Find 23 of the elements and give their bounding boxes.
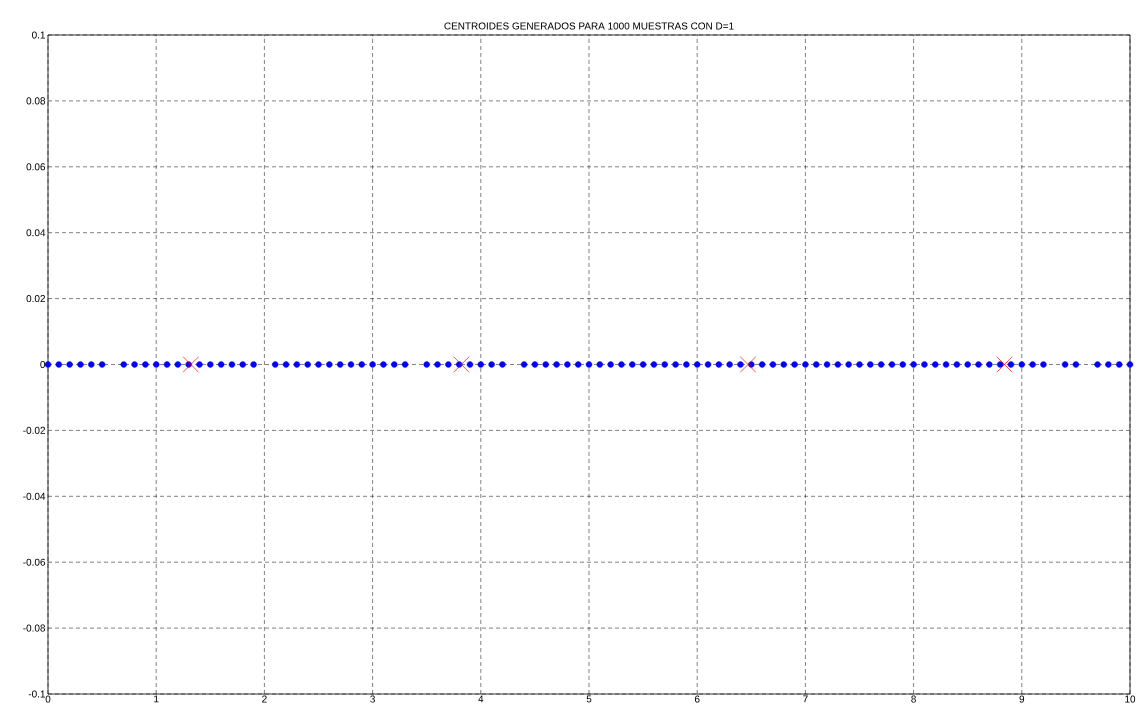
x-tick-label: 6	[694, 695, 700, 703]
y-tick-label: -0.1	[28, 690, 45, 698]
x-tick-label: 3	[370, 695, 375, 703]
y-tick-label: -0.06	[23, 558, 46, 566]
y-tick-label: -0.08	[23, 624, 46, 632]
x-tick-label: 5	[586, 695, 592, 703]
x-tick-label: 7	[803, 695, 808, 703]
y-tick-label: -0.04	[23, 492, 46, 500]
y-tick-label: -0.02	[23, 426, 45, 434]
y-tick-label: 0.04	[26, 229, 46, 237]
chart-title: CENTROIDES GENERADOS PARA 1000 MUESTRAS CON D=1	[444, 22, 734, 30]
x-tick-label: 1	[154, 695, 159, 703]
y-tick-label: 0	[40, 360, 46, 369]
y-tick-label: 0.08	[26, 97, 46, 105]
x-tick-label: 2	[262, 695, 267, 703]
y-tick-label: 0.1	[32, 31, 45, 39]
x-tick-label: 8	[911, 695, 916, 703]
x-tick-label: 10	[1125, 695, 1136, 703]
x-tick-label: 4	[478, 695, 484, 703]
x-tick-label: 9	[1019, 695, 1025, 703]
y-tick-label: 0.06	[26, 163, 46, 171]
x-tick-label: 0	[45, 695, 51, 703]
y-tick-label: 0.02	[26, 295, 45, 303]
